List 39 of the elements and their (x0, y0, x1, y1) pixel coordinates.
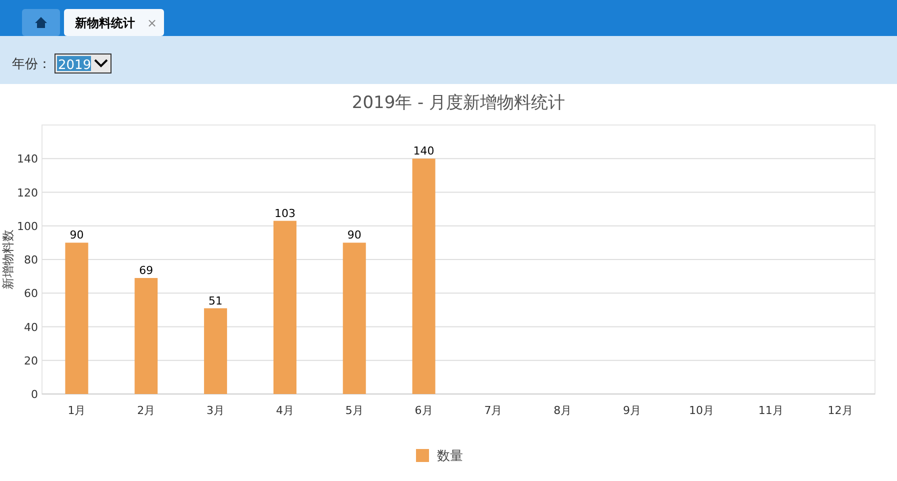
x-tick-label: 10月 (688, 404, 714, 417)
y-tick-label: 140 (17, 152, 38, 166)
bar (273, 220, 296, 394)
x-tick-label: 12月 (828, 404, 853, 417)
y-tick-label: 0 (31, 388, 38, 401)
bar (65, 242, 88, 394)
x-tick-label: 11月 (758, 404, 784, 417)
y-tick-label: 80 (24, 254, 38, 266)
text: 2019 (58, 58, 92, 73)
text: 年份： (12, 57, 51, 72)
x-tick-label: 4月 (276, 404, 294, 417)
bar (134, 278, 158, 394)
data-label: 51 (208, 294, 223, 308)
y-tick-label: 60 (24, 287, 38, 300)
x-tick-label: 9月 (623, 404, 642, 417)
data-label: 103 (274, 206, 296, 220)
text: × (147, 16, 158, 30)
data-label: 140 (413, 144, 434, 158)
y-tick-label: 20 (24, 354, 38, 368)
y-axis-title: 新增物料数 (1, 230, 15, 290)
chart-title: 2019年 - 月度新增物料统计 (352, 93, 566, 113)
x-tick-label: 5月 (345, 404, 364, 417)
bar (342, 242, 366, 394)
bar (412, 158, 436, 394)
x-tick-label: 1月 (68, 404, 86, 417)
x-tick-label: 8月 (554, 404, 572, 417)
data-label: 90 (347, 228, 362, 242)
bar (204, 308, 228, 394)
data-label: 69 (139, 264, 154, 277)
text: 新物料统计 (74, 16, 135, 30)
x-tick-label: 2月 (137, 404, 156, 417)
x-tick-label: 3月 (206, 404, 225, 417)
y-tick-label: 120 (17, 186, 38, 200)
data-label: 90 (70, 228, 84, 242)
y-tick-label: 100 (17, 220, 38, 233)
x-tick-label: 6月 (414, 404, 433, 417)
x-tick-label: 7月 (484, 404, 502, 417)
y-tick-label: 40 (24, 320, 38, 334)
legend-label: 数量 (437, 449, 463, 464)
